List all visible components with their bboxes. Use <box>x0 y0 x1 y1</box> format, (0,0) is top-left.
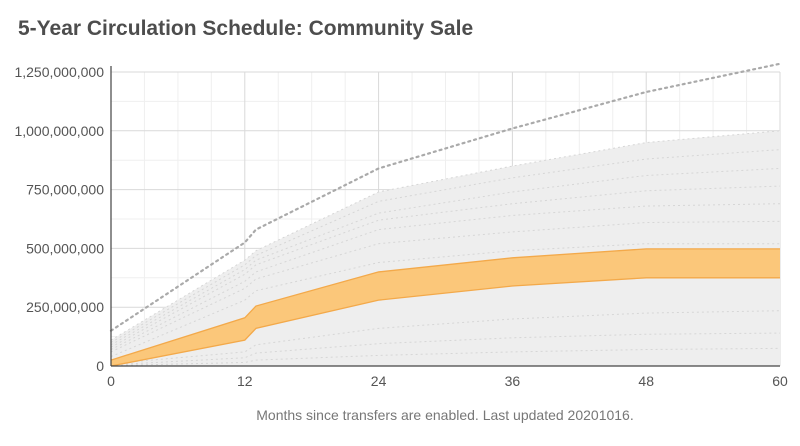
inner-dotted-line <box>110 185 781 348</box>
highlight-band-area <box>111 248 780 366</box>
inner-dotted-lines <box>110 149 781 367</box>
highlight-band-lower-line <box>110 277 780 367</box>
highlight-band <box>110 248 780 367</box>
context-band-upper-line <box>110 130 781 341</box>
x-tick-label: 48 <box>638 373 654 389</box>
y-tick-label: 750,000,000 <box>26 182 104 198</box>
chart-title: 5-Year Circulation Schedule: Community S… <box>18 17 474 40</box>
inner-dotted-line <box>110 347 781 367</box>
inner-dotted-line <box>110 220 781 353</box>
y-tick-labels: 0 250,000,000 500,000,000 750,000,000 1,000,… <box>14 64 104 374</box>
highlight-band-upper-line <box>110 248 780 361</box>
y-tick-label: 0 <box>96 358 104 374</box>
y-tick-label: 500,000,000 <box>26 240 104 256</box>
x-tick-label: 60 <box>772 373 788 389</box>
x-tick-label: 24 <box>371 373 387 389</box>
axes <box>110 66 780 367</box>
inner-dotted-line <box>110 332 781 366</box>
x-axis-label: Months since transfers are enabled. Last… <box>256 407 633 423</box>
y-tick-label: 1,000,000,000 <box>14 123 104 139</box>
x-tick-label: 12 <box>237 373 253 389</box>
y-tick-label: 1,250,000,000 <box>14 64 104 80</box>
inner-dotted-line <box>110 310 781 365</box>
x-tick-labels: 0 12 24 36 48 60 <box>107 373 788 389</box>
inner-dotted-line <box>110 243 780 358</box>
x-tick-label: 36 <box>505 373 521 389</box>
total-line <box>109 62 782 332</box>
y-tick-label: 250,000,000 <box>26 299 104 315</box>
total-dotted-line <box>109 62 782 332</box>
inner-dotted-line <box>110 203 781 350</box>
x-tick-label: 0 <box>107 373 115 389</box>
